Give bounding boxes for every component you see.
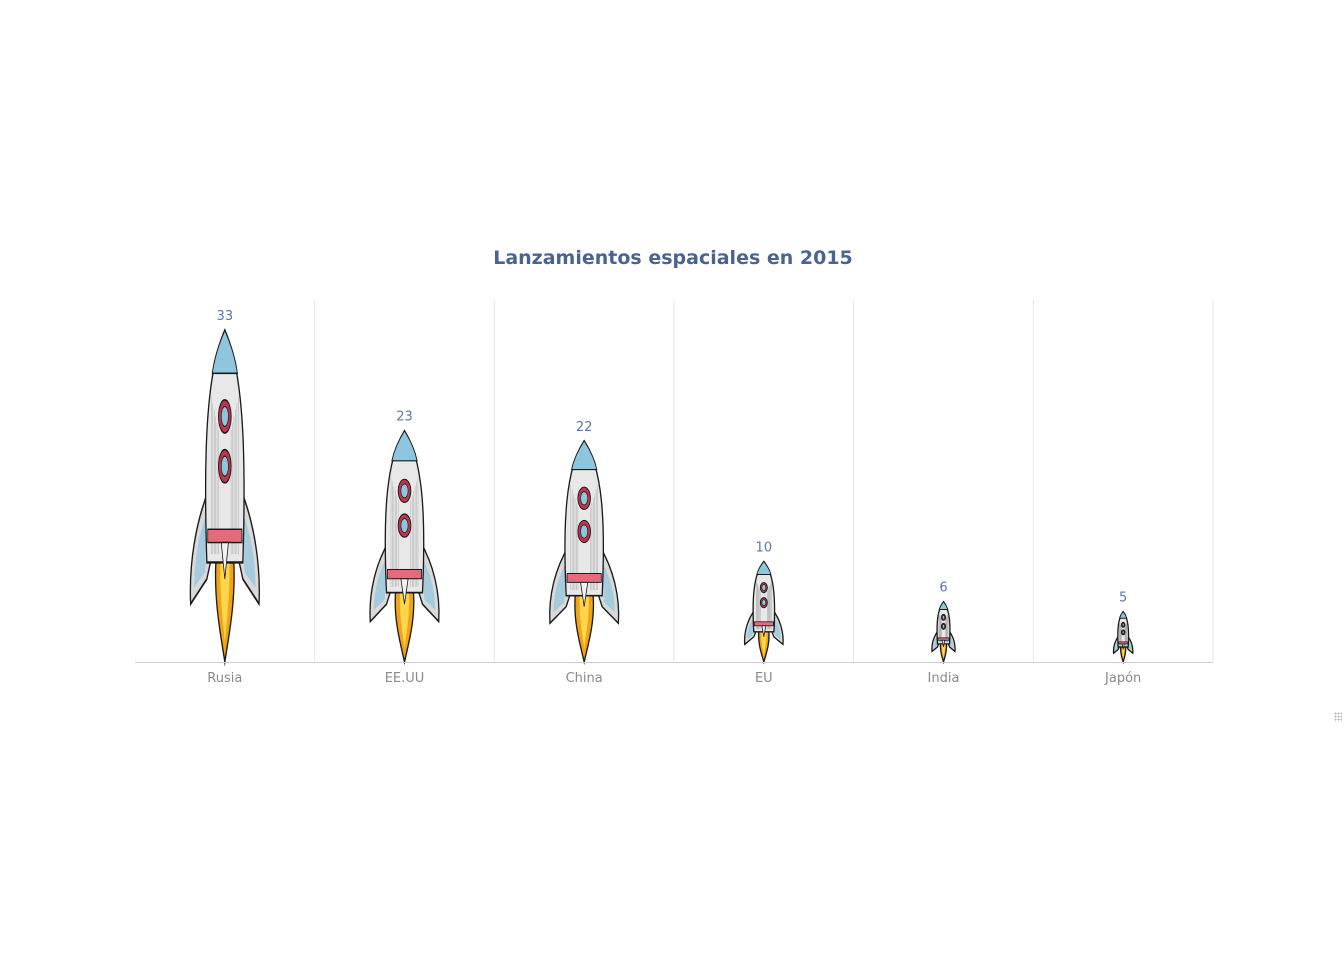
- rocket-icon: [1112, 610, 1134, 665]
- value-label: 10: [756, 540, 773, 555]
- value-label: 23: [396, 410, 413, 425]
- x-tick-label: EE.UU: [385, 671, 425, 686]
- x-tick-label: EU: [755, 671, 773, 686]
- resize-grip-icon[interactable]: [1334, 712, 1342, 722]
- x-tick-label: Rusia: [207, 671, 242, 686]
- value-labels: 33 23 22 10 6 5: [217, 309, 1128, 606]
- value-label: 33: [217, 309, 234, 324]
- rocket-bars: [189, 328, 1134, 667]
- grid-lines: [314, 300, 1214, 662]
- x-axis-ticks: Rusia EE.UU China EU India Japón: [207, 671, 1141, 686]
- value-label: 22: [576, 420, 593, 435]
- x-tick-label: India: [928, 671, 960, 686]
- x-tick-label: Japón: [1104, 671, 1141, 686]
- rocket-icon: [931, 600, 956, 665]
- value-label: 6: [939, 581, 947, 596]
- rocket-icon: [369, 429, 440, 666]
- chart-title: Lanzamientos espaciales en 2015: [493, 247, 853, 269]
- rocket-icon: [189, 328, 260, 667]
- rocket-icon: [549, 439, 620, 666]
- rocket-icon: [743, 560, 784, 665]
- value-label: 5: [1119, 591, 1127, 606]
- x-tick-label: China: [566, 671, 603, 686]
